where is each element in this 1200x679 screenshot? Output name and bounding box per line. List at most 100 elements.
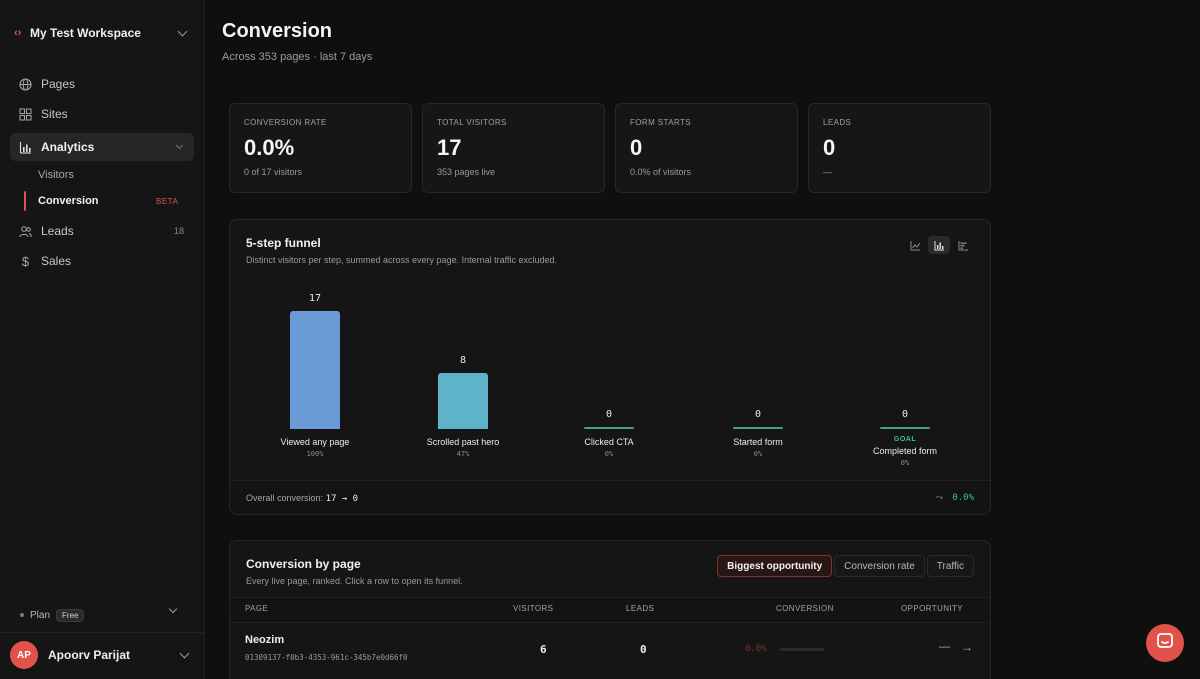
stat-value: 0	[823, 135, 836, 160]
stat-value: 17	[437, 135, 462, 160]
plan-selector[interactable]: Plan Free	[10, 604, 194, 626]
stat-label: TOTAL VISITORS	[437, 118, 507, 127]
funnel-step-value: 8	[459, 355, 467, 366]
funnel-step-value: 0	[901, 409, 909, 420]
funnel-description: Distinct visitors per step, summed acros…	[246, 255, 557, 265]
chart-type-toggle	[904, 236, 974, 254]
bar-chart-icon[interactable]	[928, 236, 950, 254]
funnel-bar[interactable]	[880, 427, 930, 429]
sidebar-item-label: Pages	[41, 77, 76, 91]
line-chart-icon[interactable]	[904, 236, 926, 254]
overall-conversion-rate: ⤳ 0.0%	[936, 493, 974, 503]
funnel-step-label: Scrolled past hero	[426, 437, 500, 447]
funnel-step-percent: 47%	[456, 450, 470, 458]
sidebar-subitem-visitors[interactable]: Visitors	[38, 169, 74, 181]
grid-icon	[19, 108, 32, 121]
funnel-step-label: Completed form	[872, 446, 938, 456]
funnel-title: 5-step funnel	[246, 236, 321, 250]
tab-biggest-opportunity[interactable]: Biggest opportunity	[717, 555, 833, 577]
stat-caption: —	[823, 167, 832, 177]
stat-card-total-visitors: TOTAL VISITORS 17 353 pages live	[422, 103, 605, 193]
workspace-logo-icon: ‹›	[14, 27, 22, 39]
page-id: 01309137-f0b3-4353-961c-345b7e0d66f0	[245, 653, 408, 662]
sidebar-item-label: Analytics	[41, 140, 95, 154]
stat-value: 0	[630, 135, 643, 160]
active-indicator	[24, 191, 26, 211]
dollar-icon: $	[21, 253, 30, 269]
bar-chart-icon	[19, 141, 32, 154]
funnel-bar[interactable]	[733, 427, 783, 429]
sort-tabs: Biggest opportunity Conversion rate Traf…	[717, 555, 974, 577]
column-header-opportunity: OPPORTUNITY	[901, 604, 964, 613]
funnel-step-percent: 100%	[306, 450, 324, 458]
divider	[0, 632, 205, 633]
funnel-bar[interactable]	[584, 427, 634, 429]
plan-tier-badge: Free	[56, 608, 85, 622]
chevron-down-icon	[177, 26, 188, 36]
section-description: Every live page, ranked. Click a row to …	[246, 576, 463, 586]
funnel-step-label: Clicked CTA	[584, 437, 634, 447]
opportunity-value: —	[939, 641, 950, 653]
stat-card-leads: LEADS 0 —	[808, 103, 991, 193]
stat-label: LEADS	[823, 118, 852, 127]
sidebar-item-sites[interactable]: Sites	[10, 100, 194, 128]
stat-card-conversion-rate: CONVERSION RATE 0.0% 0 of 17 visitors	[229, 103, 412, 193]
workspace-switcher[interactable]: ‹› My Test Workspace	[14, 22, 192, 44]
sidebar-item-leads[interactable]: Leads 18	[10, 217, 194, 245]
conversion-by-page-panel: Conversion by page Every live page, rank…	[229, 540, 991, 679]
goal-badge: GOAL	[893, 436, 917, 443]
tab-traffic[interactable]: Traffic	[926, 555, 974, 577]
beta-badge: BETA	[156, 197, 179, 206]
leads-count: 18	[173, 226, 184, 236]
arrow-right-icon[interactable]: →	[961, 640, 973, 654]
stat-caption: 0 of 17 visitors	[244, 167, 303, 177]
sidebar-item-sales[interactable]: $ Sales	[10, 247, 194, 275]
funnel-step-label: Viewed any page	[280, 437, 350, 447]
section-title: Conversion by page	[246, 557, 361, 571]
chevron-down-icon	[168, 604, 178, 614]
visitors-value: 6	[540, 643, 547, 656]
overall-rate-value: 0.0%	[952, 493, 974, 503]
column-header-page: PAGE	[245, 604, 269, 613]
overall-conversion-label: Overall conversion:	[246, 493, 324, 503]
stat-caption: 0.0% of visitors	[630, 167, 692, 177]
stat-label: CONVERSION RATE	[244, 118, 327, 127]
funnel-footer: Overall conversion: 17 → 0 ⤳ 0.0%	[230, 480, 990, 514]
funnel-bar[interactable]	[438, 373, 488, 429]
sidebar-item-label: Leads	[41, 224, 74, 238]
sidebar-item-analytics[interactable]: Analytics	[10, 133, 194, 161]
chat-launcher-button[interactable]	[1146, 624, 1184, 662]
funnel-step-value: 0	[754, 409, 762, 420]
sidebar-item-label: Sales	[41, 254, 72, 268]
conversion-bar	[780, 648, 824, 651]
stat-caption: 353 pages live	[437, 167, 496, 177]
user-menu[interactable]: AP Apoorv Parijat	[10, 640, 194, 670]
workspace-name: My Test Workspace	[30, 26, 141, 40]
plan-label: Plan	[30, 609, 51, 621]
stat-value: 0.0%	[244, 135, 295, 160]
sidebar-item-label: Sites	[41, 107, 68, 121]
horizontal-bar-icon[interactable]	[952, 236, 974, 254]
leads-value: 0	[640, 643, 647, 656]
conversion-value: 0.0%	[745, 644, 767, 654]
sidebar-item-pages[interactable]: Pages	[10, 70, 194, 98]
funnel-step-percent: 0%	[900, 459, 910, 467]
column-header-visitors: VISITORS	[513, 604, 554, 613]
chevron-down-icon	[175, 141, 184, 150]
funnel-bar[interactable]	[290, 311, 340, 429]
funnel-step-label: Started form	[733, 437, 783, 447]
page-subtitle: Across 353 pages · last 7 days	[222, 51, 373, 63]
avatar: AP	[10, 641, 38, 669]
tab-conversion-rate[interactable]: Conversion rate	[834, 555, 925, 577]
sidebar-subitem-conversion[interactable]: Conversion	[38, 195, 99, 207]
column-header-leads: LEADS	[626, 604, 655, 613]
trend-icon: ⤳	[935, 493, 943, 503]
status-dot-icon	[20, 613, 24, 617]
column-header-conversion: CONVERSION	[776, 604, 834, 613]
chat-icon	[1156, 632, 1174, 655]
users-icon	[19, 225, 32, 238]
page-title: Conversion	[222, 20, 333, 42]
table-header	[230, 597, 990, 623]
stat-card-form-starts: FORM STARTS 0 0.0% of visitors	[615, 103, 798, 193]
globe-icon	[19, 77, 32, 91]
